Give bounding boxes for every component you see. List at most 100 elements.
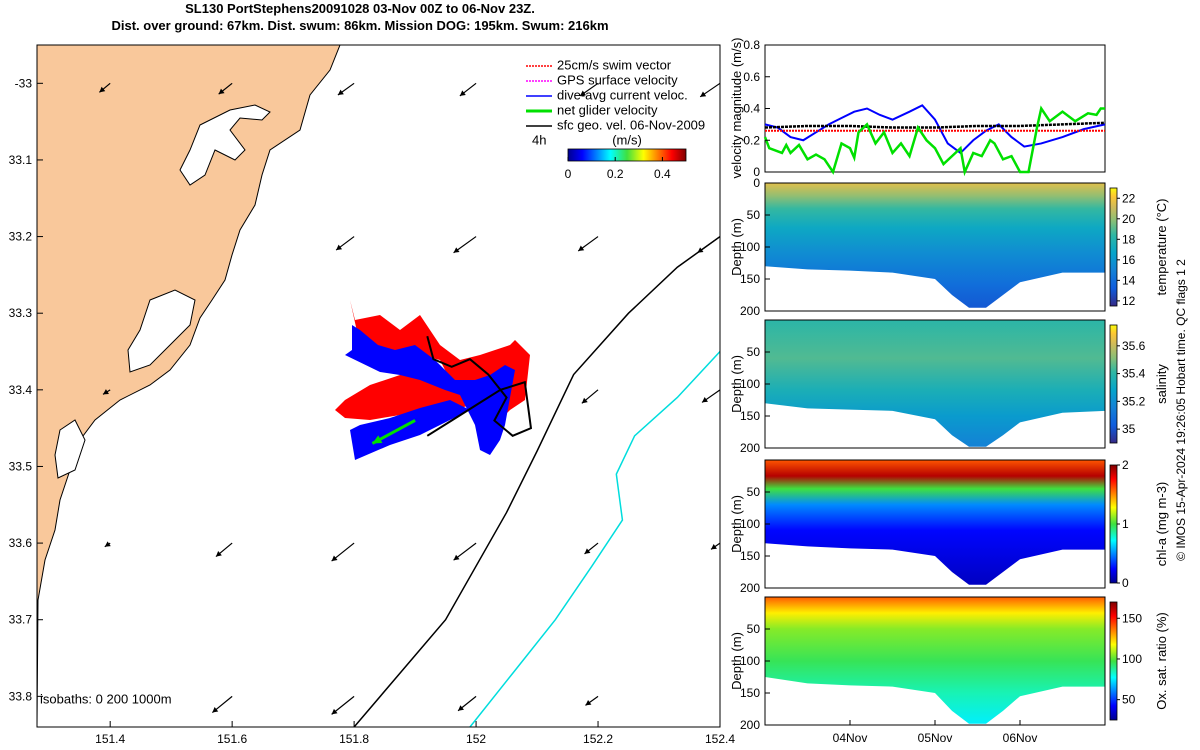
section-colorbar-tick-label: 150	[1122, 611, 1142, 625]
section-colorbar-tick-label: 20	[1122, 212, 1136, 226]
map-y-tick-label: -33	[15, 76, 33, 90]
velocity-axes-frame	[764, 44, 1106, 173]
section-field	[765, 460, 1105, 585]
velocity-y-tick-label: 0.2	[743, 133, 760, 147]
map-legend: 25cm/s swim vector GPS surface velocity …	[526, 57, 705, 181]
map-y-ticks: -33 33.1 33.2 33.3 33.4 33.5 33.6 33.7 33.8	[9, 76, 43, 703]
page-title: SL130 PortStephens20091028 03-Nov 00Z to…	[0, 0, 720, 34]
legend-gps-velocity: GPS surface velocity	[557, 72, 678, 87]
map-y-tick-label: 33.3	[9, 306, 33, 320]
current-vector-band	[345, 325, 515, 455]
geo-velocity-arrowhead	[218, 88, 225, 95]
section-colorbar	[1109, 601, 1118, 721]
section-y-tick-label: 50	[747, 208, 761, 222]
section-ylabel: Depth (m)	[729, 355, 744, 413]
map-colorbar-ticks: 0 0.2 0.4	[565, 157, 671, 181]
geo-velocity-arrowhead	[453, 247, 460, 253]
section-y-tick-label: 150	[740, 272, 760, 286]
section-colorbar-label: chl-a (mg m-3)	[1154, 482, 1169, 567]
title-line-1: SL130 PortStephens20091028 03-Nov 00Z to…	[185, 1, 535, 16]
section-x-tick-label: 05Nov	[918, 731, 953, 745]
section-colorbar-tick-label: 18	[1122, 232, 1136, 246]
net-glider-velocity-arrowhead	[372, 435, 383, 444]
section-y-tick-label: 150	[740, 409, 760, 423]
section-y-tick-label: 50	[747, 485, 761, 499]
geo-velocity-arrowhead	[584, 548, 591, 554]
section-x-tick-label: 06Nov	[1003, 731, 1038, 745]
geo-velocity-arrowhead	[453, 554, 460, 561]
map-y-tick-label: 33.4	[9, 383, 33, 397]
section-colorbar-tick-label: 50	[1122, 693, 1136, 707]
map-x-tick-label: 152	[466, 732, 486, 746]
section-colorbar-label: salinity	[1154, 364, 1169, 404]
section-field	[765, 597, 1105, 724]
geo-velocity-arrowhead	[581, 397, 588, 404]
current-vector-band-lower	[350, 400, 470, 460]
geo-velocity-arrowhead	[215, 551, 222, 557]
map-y-tick-label: 33.2	[9, 230, 33, 244]
section-field	[765, 183, 1105, 308]
map-colorbar-tick-label: 0.4	[654, 167, 671, 181]
geo-velocity-arrowhead	[336, 244, 343, 251]
velocity-y-tick-label: 0.6	[743, 70, 760, 84]
geo-velocity-arrowhead	[337, 89, 344, 96]
velocity-panel: 0 0.2 0.4 0.6 0.8 velocity magnitude (m/s)	[729, 38, 1106, 179]
section-colorbar-label: Ox. sat. ratio (%)	[1154, 612, 1169, 710]
geo-velocity-arrowhead	[585, 699, 592, 706]
section-ylabel: Depth (m)	[729, 218, 744, 276]
geo-velocity-arrowhead	[212, 706, 219, 713]
geo-velocity-arrowhead	[331, 708, 338, 715]
section-field	[765, 320, 1105, 447]
glider-track	[426, 335, 533, 437]
section-y-tick-label: 150	[740, 549, 760, 563]
map-x-tick-label: 151.6	[217, 732, 247, 746]
geo-velocity-arrowhead	[458, 705, 464, 711]
legend-geo-velocity: sfc geo. vel. 06-Nov-2009	[557, 117, 705, 132]
velocity-series	[763, 104, 1106, 177]
section-panel-4: 50 100 150 200 Depth (m) 0 1 2 chl-a (mg m-3)	[729, 458, 1169, 595]
land-area	[37, 45, 341, 727]
section-colorbar-tick-label: 35.6	[1122, 339, 1146, 353]
geo-velocity-arrowhead	[711, 544, 717, 550]
legend-net-velocity: net glider velocity	[557, 102, 658, 117]
section-colorbar-label: temperature (°C)	[1154, 199, 1169, 296]
map-axes-frame	[36, 44, 721, 728]
section-y-tick-label: 200	[740, 718, 760, 732]
map-y-tick-label: 33.1	[9, 153, 33, 167]
map-x-ticks: 151.4 151.6 151.8 152 152.2 152.4	[95, 721, 735, 746]
isobaths-label: isobaths: 0 200 1000m	[40, 691, 172, 706]
geo-velocity-arrowhead	[102, 389, 109, 395]
section-colorbar-tick-label: 14	[1122, 273, 1136, 287]
section-colorbar-tick-label: 12	[1122, 294, 1136, 308]
isobath-1000m	[469, 351, 720, 727]
geo-velocity-arrowhead	[331, 555, 338, 562]
legend-current-velocity: dive-avg current veloc.	[557, 87, 688, 102]
geo-velocity-arrowhead	[104, 541, 111, 547]
map-x-tick-label: 152.4	[705, 732, 735, 746]
geo-velocity-arrowhead	[580, 90, 586, 96]
map-colorbar	[567, 148, 687, 162]
geo-velocity-arrowhead	[99, 86, 106, 93]
section-y-tick-label: 200	[740, 581, 760, 595]
section-colorbar	[1109, 187, 1118, 307]
map-x-tick-label: 151.4	[95, 732, 125, 746]
section-colorbar-tick-label: 100	[1122, 652, 1142, 666]
map-x-tick-label: 151.8	[339, 732, 369, 746]
velocity-y-tick-label: 0.8	[743, 38, 760, 52]
velocity-ylabel: velocity magnitude (m/s)	[729, 38, 744, 179]
geo-velocity-arrowhead	[578, 245, 585, 251]
section-colorbar-tick-label: 16	[1122, 253, 1136, 267]
section-panel-3: 50 100 150 200 Depth (m) 35 35.2 35.4 35.6 salini…	[729, 319, 1169, 455]
section-y-tick-label: 100	[740, 654, 760, 668]
section-colorbar	[1109, 464, 1118, 584]
geo-velocity-vectors	[98, 82, 720, 715]
section-y-tick-label: 50	[747, 345, 761, 359]
section-ylabel: Depth (m)	[729, 495, 744, 553]
section-x-tick-label: 04Nov	[833, 731, 868, 745]
section-colorbar-tick-label: 35	[1122, 422, 1136, 436]
map-panel: 151.4 151.6 151.8 152 152.2 152.4 -33 33.1 33.2…	[9, 44, 735, 746]
section-y-tick-label: 0	[753, 176, 760, 190]
section-colorbar-tick-label: 1	[1122, 517, 1129, 531]
